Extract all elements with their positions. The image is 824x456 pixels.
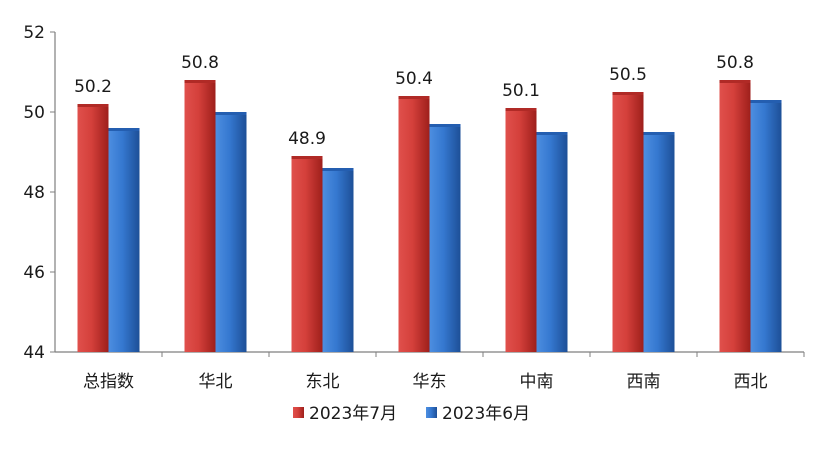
x-tick-label: 西北 (734, 372, 768, 392)
legend-swatch-2023-06 (426, 407, 437, 418)
data-label: 50.5 (609, 65, 647, 85)
bar-top-2023-06 (536, 132, 568, 135)
data-labels: 50.2 50.8 48.9 50.4 50.1 50.5 50.8 (74, 53, 754, 149)
bar-top-2023-06 (215, 112, 247, 115)
legend: 2023年7月 2023年6月 (293, 404, 530, 424)
data-label: 50.1 (502, 81, 540, 101)
legend-label-2023-07: 2023年7月 (309, 404, 397, 424)
bar-2023-06 (536, 132, 568, 352)
y-tick-label: 50 (23, 103, 45, 123)
bar-top-2023-06 (750, 100, 782, 103)
bar-2023-06 (643, 132, 675, 352)
bar-top-2023-06 (643, 132, 675, 135)
x-tick-label: 华东 (413, 372, 447, 392)
x-tick-label: 东北 (306, 372, 340, 392)
bar-top-2023-07 (612, 92, 644, 95)
bar-top-2023-07 (505, 108, 537, 111)
data-label: 50.8 (181, 53, 219, 73)
data-label: 50.8 (716, 53, 754, 73)
bar-top-2023-07 (77, 104, 109, 107)
y-tick-label: 48 (23, 183, 45, 203)
x-tick-label: 中南 (520, 372, 554, 392)
bar-2023-07 (612, 92, 644, 352)
bar-top-2023-07 (398, 96, 430, 99)
bar-top-2023-06 (322, 168, 354, 171)
x-tick-label: 总指数 (83, 372, 134, 392)
y-tick-label: 46 (23, 263, 45, 283)
x-tick-label: 华北 (199, 372, 233, 392)
bar-top-2023-07 (291, 156, 323, 159)
x-tick-label: 西南 (627, 372, 661, 392)
data-label: 50.4 (395, 69, 433, 89)
bar-2023-07 (505, 108, 537, 352)
bar-top-2023-06 (108, 128, 140, 131)
bar-2023-07 (719, 80, 751, 352)
bar-2023-06 (108, 128, 140, 352)
data-label: 50.2 (74, 77, 112, 97)
axes: 44 46 48 50 52 总指数 华北 东北 华东 中南 西南 西北 (23, 23, 805, 392)
bar-2023-06 (322, 168, 354, 352)
bar-top-2023-07 (719, 80, 751, 83)
bar-2023-07 (77, 104, 109, 352)
data-label: 48.9 (288, 129, 326, 149)
bar-2023-06 (429, 124, 461, 352)
bar-top-2023-06 (429, 124, 461, 127)
bar-2023-07 (184, 80, 216, 352)
bar-2023-06 (215, 112, 247, 352)
bar-2023-06 (750, 100, 782, 352)
legend-swatch-2023-07 (293, 407, 304, 418)
bar-2023-07 (398, 96, 430, 352)
y-tick-label: 44 (23, 343, 45, 363)
y-tick-label: 52 (23, 23, 45, 43)
bar-2023-07 (291, 156, 323, 352)
bar-top-2023-07 (184, 80, 216, 83)
legend-label-2023-06: 2023年6月 (442, 404, 530, 424)
bars (77, 80, 782, 352)
